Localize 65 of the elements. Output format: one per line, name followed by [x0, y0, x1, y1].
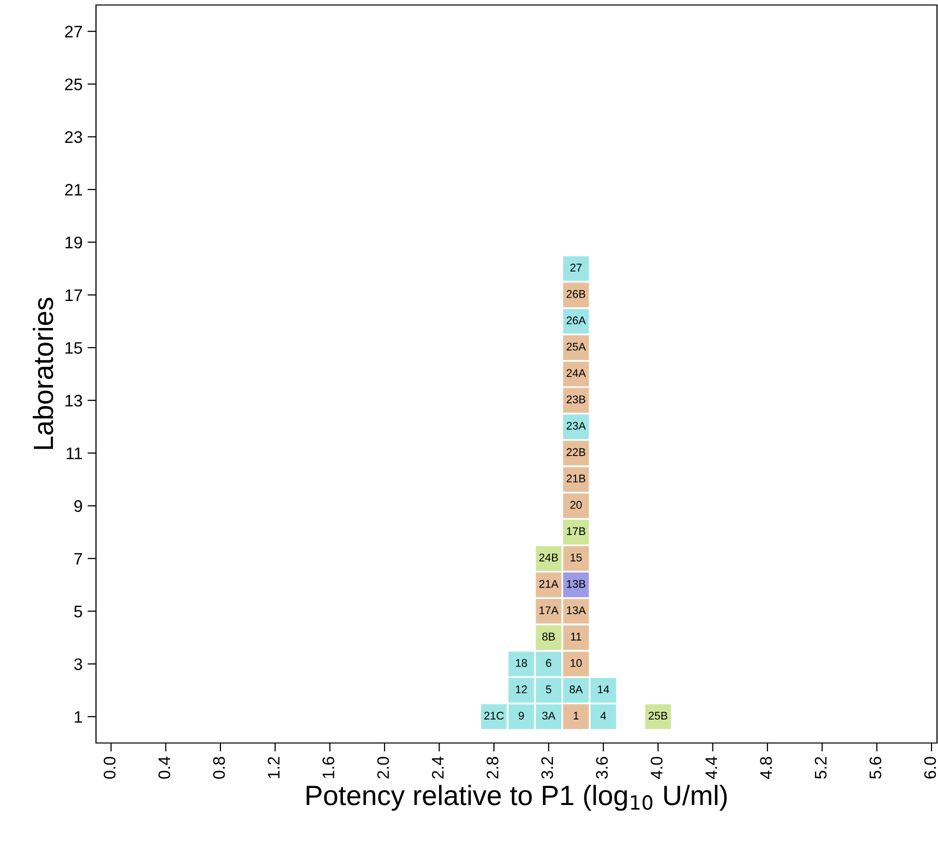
- y-tick-label: 1: [74, 711, 82, 723]
- annotation: 8A: [570, 685, 583, 694]
- annotation: 17A: [540, 606, 558, 614]
- annotation: 21A: [539, 580, 558, 588]
- y-tick-label: 19: [66, 236, 82, 248]
- x-tick-label: 5.2: [814, 757, 827, 779]
- x-tick-label: 0.4: [158, 756, 170, 779]
- annotation: 6: [546, 659, 552, 667]
- x-tick-label: 0.0: [104, 756, 116, 779]
- x-tick-label: 5.6: [870, 756, 882, 779]
- x-tick-label: 1.6: [322, 756, 334, 778]
- y-tick-label: 3: [74, 658, 82, 670]
- x-tick-label: 1.2: [268, 757, 280, 778]
- annotation: 27: [570, 264, 582, 272]
- annotation: 26B: [566, 290, 586, 298]
- x-tick-label: 4.0: [650, 756, 663, 779]
- y-tick-label: 17: [66, 290, 82, 301]
- x-tick-label: 3.2: [541, 757, 554, 779]
- annotation: 21B: [566, 474, 586, 482]
- annotation: 9: [518, 712, 524, 720]
- y-tick-label: 27: [65, 26, 82, 38]
- annotation: 8B: [542, 632, 555, 641]
- y-tick-label: 9: [74, 500, 82, 512]
- annotation: 13A: [566, 606, 586, 614]
- annotation: 25B: [648, 712, 668, 720]
- annotation: 1: [574, 712, 579, 720]
- annotation: 20: [570, 500, 582, 509]
- annotation: 23A: [566, 422, 586, 430]
- annotation: 24A: [566, 369, 586, 377]
- y-tick-label: 23: [65, 131, 82, 143]
- annotation: 22B: [566, 448, 586, 456]
- point: [561, 702, 590, 731]
- annotation: 12: [516, 685, 527, 694]
- y-tick-label: 13: [66, 394, 82, 407]
- y-tick-label: 25: [65, 78, 82, 90]
- y-tick-label: 11: [66, 448, 82, 460]
- annotation: 3A: [542, 712, 556, 720]
- y-tick-label: 21: [65, 184, 82, 196]
- annotation: 26A: [566, 316, 586, 324]
- y-tick-label: 15: [66, 342, 82, 354]
- y-tick-label: 5: [74, 606, 82, 618]
- x-tick-label: 0.8: [213, 756, 225, 779]
- x-tick-label: 2.8: [486, 756, 498, 779]
- annotation: 11: [571, 632, 582, 640]
- annotation: 25A: [566, 342, 586, 351]
- x-tick-label: 4.4: [706, 756, 718, 779]
- annotation: 13B: [566, 580, 586, 588]
- x-tick-label: 2.0: [377, 756, 390, 779]
- x-tick-label: 4.8: [760, 756, 772, 779]
- annotation: 17B: [566, 527, 586, 536]
- annotation: 14: [598, 686, 610, 694]
- annotation: 23B: [566, 395, 586, 404]
- x-axis-title: Potency relative to P1 (log$_{10}$ U/ml): [306, 784, 727, 811]
- annotation: 5: [546, 686, 552, 694]
- y-axis-title: Laboratories: [32, 298, 54, 449]
- x-tick-label: 3.6: [596, 756, 608, 779]
- y-tick-label: 7: [74, 553, 82, 565]
- annotation: 15: [570, 554, 582, 562]
- annotation: 4: [600, 712, 606, 720]
- annotation: 24B: [539, 554, 558, 562]
- annotation: 10: [570, 659, 582, 667]
- annotation: 18: [516, 659, 527, 667]
- x-tick-label: 6.0: [924, 756, 936, 779]
- x-tick-label: 2.4: [432, 756, 444, 779]
- annotation: 21C: [484, 712, 504, 720]
